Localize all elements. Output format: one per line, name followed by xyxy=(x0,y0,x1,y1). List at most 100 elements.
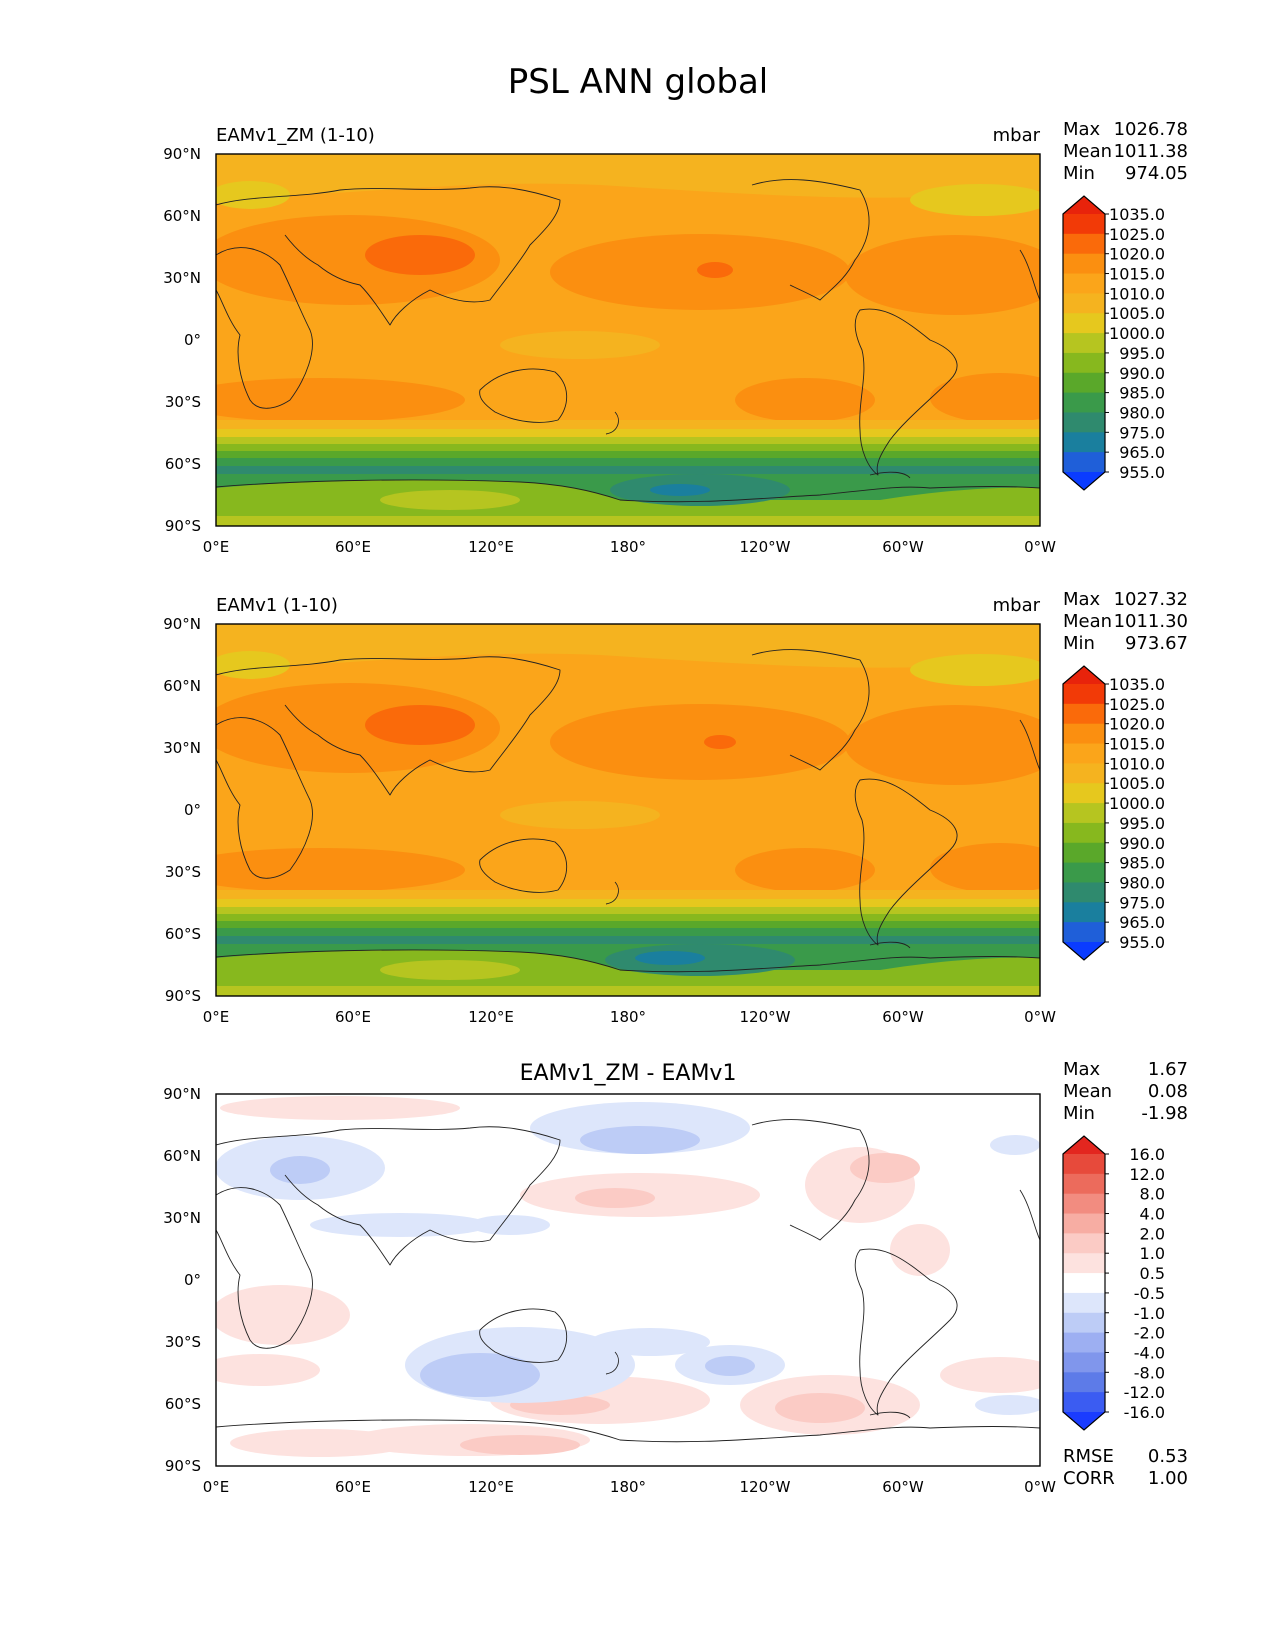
stat-mean-value: 0.08 xyxy=(1148,1081,1188,1102)
colorbar-tick-label: 980.0 xyxy=(1119,403,1165,422)
y-tick-label: 30°S xyxy=(165,393,201,411)
x-axis-test: 0°E 60°E 120°E 180° 120°W 60°W 0°W xyxy=(203,538,1056,556)
stat-max-value: 1027.32 xyxy=(1114,589,1188,610)
y-tick-label: 30°N xyxy=(163,739,201,757)
coastlines-difference xyxy=(216,1119,1040,1443)
y-tick-label: 0° xyxy=(184,801,201,819)
colorbar-segment xyxy=(1063,1193,1105,1215)
stat-mean-value: 1011.30 xyxy=(1114,611,1188,632)
colorbar-reference: 1035.01025.01020.01015.01010.01005.01000… xyxy=(1062,665,1165,961)
colorbar-tick-label: 955.0 xyxy=(1119,933,1165,952)
x-tick-label: 120°E xyxy=(468,538,514,556)
colorbar-tick-label: 975.0 xyxy=(1119,893,1165,912)
colorbar-segment xyxy=(1063,723,1105,745)
map-field-test xyxy=(216,154,1040,526)
colorbar-segment xyxy=(1063,743,1105,764)
map-frame-test xyxy=(215,153,1041,527)
colorbar-tick-label: 1010.0 xyxy=(1109,284,1165,303)
stat-min-value: 973.67 xyxy=(1125,633,1188,654)
x-tick-label: 60°W xyxy=(882,1008,924,1026)
y-axis-test: 90°N 60°N 30°N 0° 30°S 60°S 90°S xyxy=(163,145,201,535)
colorbar-tick-label: 1000.0 xyxy=(1109,794,1165,813)
colorbar-segment xyxy=(1063,392,1105,413)
x-tick-label: 60°E xyxy=(335,1008,371,1026)
stat-mean-label: Mean xyxy=(1063,141,1112,162)
corr-value: 1.00 xyxy=(1148,1468,1188,1489)
colorbar-segment xyxy=(1063,882,1105,903)
colorbar-tick-label: 1035.0 xyxy=(1109,205,1165,224)
y-tick-label: 60°S xyxy=(165,455,201,473)
colorbar-segment xyxy=(1063,763,1105,784)
y-tick-label: 60°N xyxy=(163,677,201,695)
panel-difference: EAMv1_ZM - EAMv1 xyxy=(163,1059,1188,1496)
y-tick-label: 0° xyxy=(184,331,201,349)
panel-label-reference: EAMv1 (1-10) xyxy=(216,595,338,616)
map-frame-difference xyxy=(215,1093,1041,1467)
colorbar-tick-label: -8.0 xyxy=(1134,1363,1165,1382)
x-tick-label: 180° xyxy=(610,538,646,556)
y-tick-label: 30°N xyxy=(163,1209,201,1227)
coastlines-reference xyxy=(216,649,1040,973)
x-tick-label: 60°W xyxy=(882,538,924,556)
y-tick-label: 60°S xyxy=(165,925,201,943)
colorbar-tick-label: 1015.0 xyxy=(1109,735,1165,754)
colorbar-tick-label: 1005.0 xyxy=(1109,774,1165,793)
colorbar-segment xyxy=(1063,1332,1105,1353)
colorbar-segment xyxy=(1063,432,1105,453)
colorbar-tick-label: 990.0 xyxy=(1119,834,1165,853)
x-tick-label: 0°W xyxy=(1024,1478,1056,1496)
colorbar-segment xyxy=(1063,822,1105,844)
colorbar-segment xyxy=(1063,1352,1105,1373)
colorbar-tick-label: 955.0 xyxy=(1119,463,1165,482)
colorbar-segment xyxy=(1063,214,1105,235)
figure-title: PSL ANN global xyxy=(508,62,768,102)
colorbar-segment xyxy=(1063,412,1105,433)
colorbar-tick-label: 1035.0 xyxy=(1109,675,1165,694)
colorbar-segment xyxy=(1063,902,1105,923)
colorbar-tick-label: -0.5 xyxy=(1134,1284,1165,1303)
colorbar-segment xyxy=(1063,352,1105,374)
x-tick-label: 60°E xyxy=(335,1478,371,1496)
colorbar-tick-label: 4.0 xyxy=(1140,1205,1165,1224)
stats-test: Max 1026.78 Mean 1011.38 Min 974.05 xyxy=(1063,119,1188,184)
panel-test: EAMv1_ZM (1-10) mbar xyxy=(163,119,1188,556)
stat-mean-value: 1011.38 xyxy=(1114,141,1188,162)
colorbar-tick-label: 8.0 xyxy=(1140,1185,1165,1204)
x-tick-label: 120°W xyxy=(740,1008,791,1026)
colorbar-tick-label: 995.0 xyxy=(1119,814,1165,833)
colorbar-segment xyxy=(1063,1154,1105,1175)
colorbar-tick-label: -4.0 xyxy=(1134,1343,1165,1362)
colorbar-tick-label: 1000.0 xyxy=(1109,324,1165,343)
colorbar-tick-label: 1025.0 xyxy=(1109,695,1165,714)
y-tick-label: 60°S xyxy=(165,1395,201,1413)
y-tick-label: 90°S xyxy=(165,517,201,535)
colorbar-segment xyxy=(1063,1292,1105,1314)
colorbar-segment xyxy=(1063,253,1105,275)
colorbar-test: 1035.01025.01020.01015.01010.01005.01000… xyxy=(1062,195,1165,491)
colorbar-segment xyxy=(1063,233,1105,255)
stat-min-value: -1.98 xyxy=(1141,1103,1188,1124)
y-tick-label: 60°N xyxy=(163,207,201,225)
stats-reference: Max 1027.32 Mean 1011.30 Min 973.67 xyxy=(1063,589,1188,654)
colorbar-tick-label: -12.0 xyxy=(1124,1383,1165,1402)
x-tick-label: 120°E xyxy=(468,1478,514,1496)
colorbar-segment xyxy=(1063,1392,1105,1413)
panel-label-test: EAMv1_ZM (1-10) xyxy=(216,125,375,146)
colorbar-segment xyxy=(1063,922,1105,943)
x-axis-difference: 0°E 60°E 120°E 180° 120°W 60°W 0°W xyxy=(203,1478,1056,1496)
rmse-value: 0.53 xyxy=(1148,1446,1188,1467)
stat-max-value: 1.67 xyxy=(1148,1059,1188,1080)
stat-max-label: Max xyxy=(1063,589,1101,610)
map-field-difference xyxy=(216,1094,1040,1466)
stats-difference: Max 1.67 Mean 0.08 Min -1.98 xyxy=(1063,1059,1188,1124)
colorbar-tick-label: 1.0 xyxy=(1140,1244,1165,1263)
stat-mean-label: Mean xyxy=(1063,611,1112,632)
y-tick-label: 60°N xyxy=(163,1147,201,1165)
colorbar-tick-label: 1025.0 xyxy=(1109,225,1165,244)
stat-min-value: 974.05 xyxy=(1125,163,1188,184)
x-axis-reference: 0°E 60°E 120°E 180° 120°W 60°W 0°W xyxy=(203,1008,1056,1026)
y-tick-label: 30°S xyxy=(165,1333,201,1351)
colorbar-tick-label: 1015.0 xyxy=(1109,265,1165,284)
rmse-label: RMSE xyxy=(1063,1446,1114,1467)
colorbar-extend-top xyxy=(1063,196,1105,214)
